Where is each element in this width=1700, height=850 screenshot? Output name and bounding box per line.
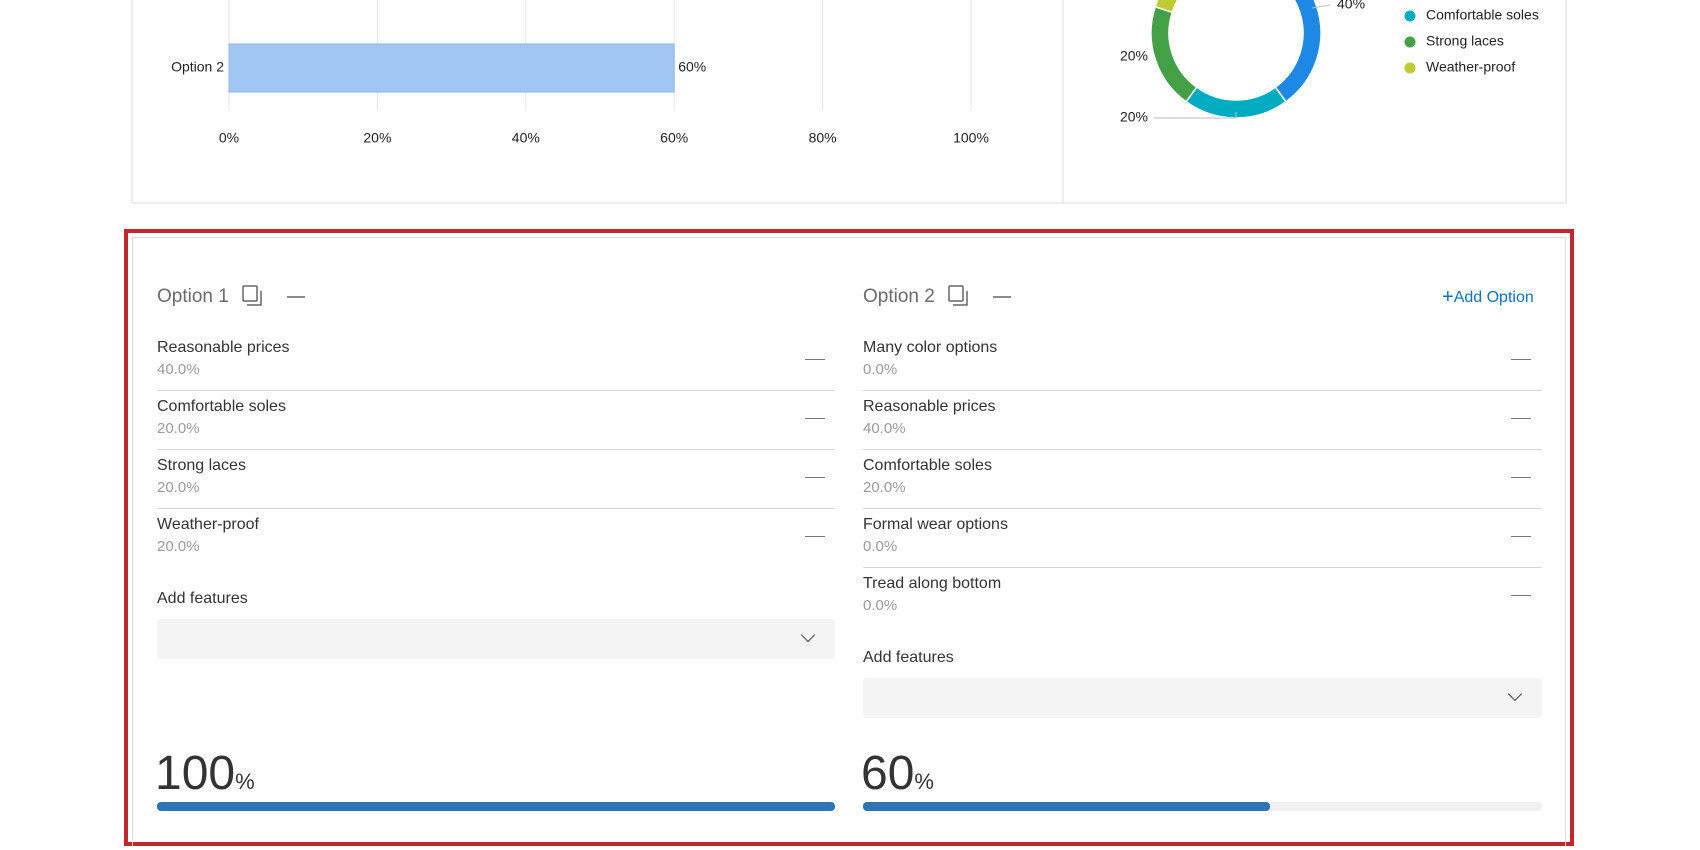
option-name: Option 2 [863, 286, 935, 307]
feature-value: 20.0% [157, 538, 200, 555]
legend-label: Comfortable soles [1426, 7, 1539, 23]
chevron [1507, 686, 1523, 702]
x-tick-label: 0% [219, 130, 239, 146]
score-value: 100 [155, 747, 236, 800]
value-label: 60% [678, 59, 706, 75]
x-tick-label: 40% [512, 130, 540, 146]
chevron [800, 627, 816, 643]
value-label: 20% [1120, 109, 1148, 125]
feature-name: Formal wear options [863, 516, 1008, 533]
progress-track [157, 802, 835, 811]
feature-value: 20.0% [157, 420, 200, 437]
legend-marker [1404, 62, 1416, 74]
row-divider [863, 449, 1542, 450]
feature-name: Comfortable soles [863, 457, 992, 474]
leader-line [1154, 112, 1237, 119]
feature-name: Weather-proof [157, 516, 259, 533]
row-divider [863, 567, 1542, 568]
remove-feature[interactable] [805, 418, 825, 419]
add-features-label: Add features [863, 649, 954, 666]
y-tick-label: Option 2 [171, 59, 224, 75]
remove-feature[interactable] [805, 536, 825, 537]
remove-feature[interactable] [1511, 359, 1531, 360]
remove-feature[interactable] [805, 477, 825, 478]
feature-name: Strong laces [157, 457, 246, 474]
copy-back [242, 285, 258, 302]
x-tick-label: 100% [953, 130, 989, 146]
remove-feature[interactable] [1511, 418, 1531, 419]
option-icons [242, 285, 305, 306]
option-icons [948, 285, 1011, 306]
x-tick-label: 80% [809, 130, 837, 146]
add-option-button[interactable]: +Add Option [1442, 286, 1534, 309]
legend-marker [1404, 36, 1416, 48]
option-name: Option 1 [157, 286, 229, 307]
value-label: 20% [1120, 48, 1148, 64]
progress-bar [157, 802, 835, 811]
score-value: 60 [861, 747, 915, 800]
feature-value: 0.0% [863, 538, 898, 555]
add-option-label: Add Option [1453, 289, 1534, 306]
feature-name: Reasonable prices [863, 398, 996, 415]
chart-panel [131, 0, 1567, 204]
feature-value: 40.0% [863, 420, 906, 437]
donut-segment [1150, 5, 1198, 103]
bar [228, 43, 675, 93]
x-tick-label: 60% [660, 130, 688, 146]
remove-feature[interactable] [1511, 595, 1531, 596]
row-divider [157, 449, 835, 450]
highlight-box [124, 229, 1574, 846]
copy-front [247, 291, 262, 306]
legend-marker [1404, 10, 1416, 22]
donut-segment [1154, 0, 1179, 14]
progress-track [863, 802, 1542, 811]
score: 100% [155, 746, 255, 810]
feature-name: Tread along bottom [863, 575, 1002, 592]
row-divider [863, 390, 1542, 391]
feature-value: 0.0% [863, 361, 898, 378]
add-features-dropdown[interactable] [157, 619, 835, 659]
copy-front [953, 291, 968, 306]
legend-label: Strong laces [1426, 33, 1504, 49]
copy-icon[interactable] [242, 285, 262, 306]
score: 60% [861, 746, 934, 810]
copy-back [948, 285, 964, 302]
score-unit: % [235, 769, 255, 794]
progress-bar [863, 802, 1271, 811]
feature-value: 20.0% [157, 479, 200, 496]
leader-line [1311, 4, 1331, 9]
feature-name: Reasonable prices [157, 339, 290, 356]
remove-feature[interactable] [805, 359, 825, 360]
add-features-label: Add features [157, 590, 248, 607]
copy-icon[interactable] [948, 285, 968, 306]
x-tick-label: 20% [363, 130, 391, 146]
feature-value: 0.0% [863, 597, 898, 614]
legend-label: Weather-proof [1426, 59, 1515, 75]
feature-name: Many color options [863, 339, 998, 356]
feature-value: 40.0% [157, 361, 200, 378]
score-unit: % [914, 769, 934, 794]
row-divider [863, 508, 1542, 509]
value-label: 40% [1337, 0, 1365, 12]
options-panel [132, 237, 1566, 846]
row-divider [157, 390, 835, 391]
donut-segment [1274, 0, 1322, 103]
plus-icon: + [1442, 286, 1454, 308]
feature-value: 20.0% [863, 479, 906, 496]
remove-feature[interactable] [1511, 477, 1531, 478]
charts: 0% 20% 40% 60% 80% 100% Option 2 60% 40% 20% 20% Co… [131, 0, 1567, 204]
feature-name: Comfortable soles [157, 398, 286, 415]
add-features-dropdown[interactable] [863, 678, 1542, 718]
remove-feature[interactable] [1511, 536, 1531, 537]
row-divider [157, 508, 835, 509]
